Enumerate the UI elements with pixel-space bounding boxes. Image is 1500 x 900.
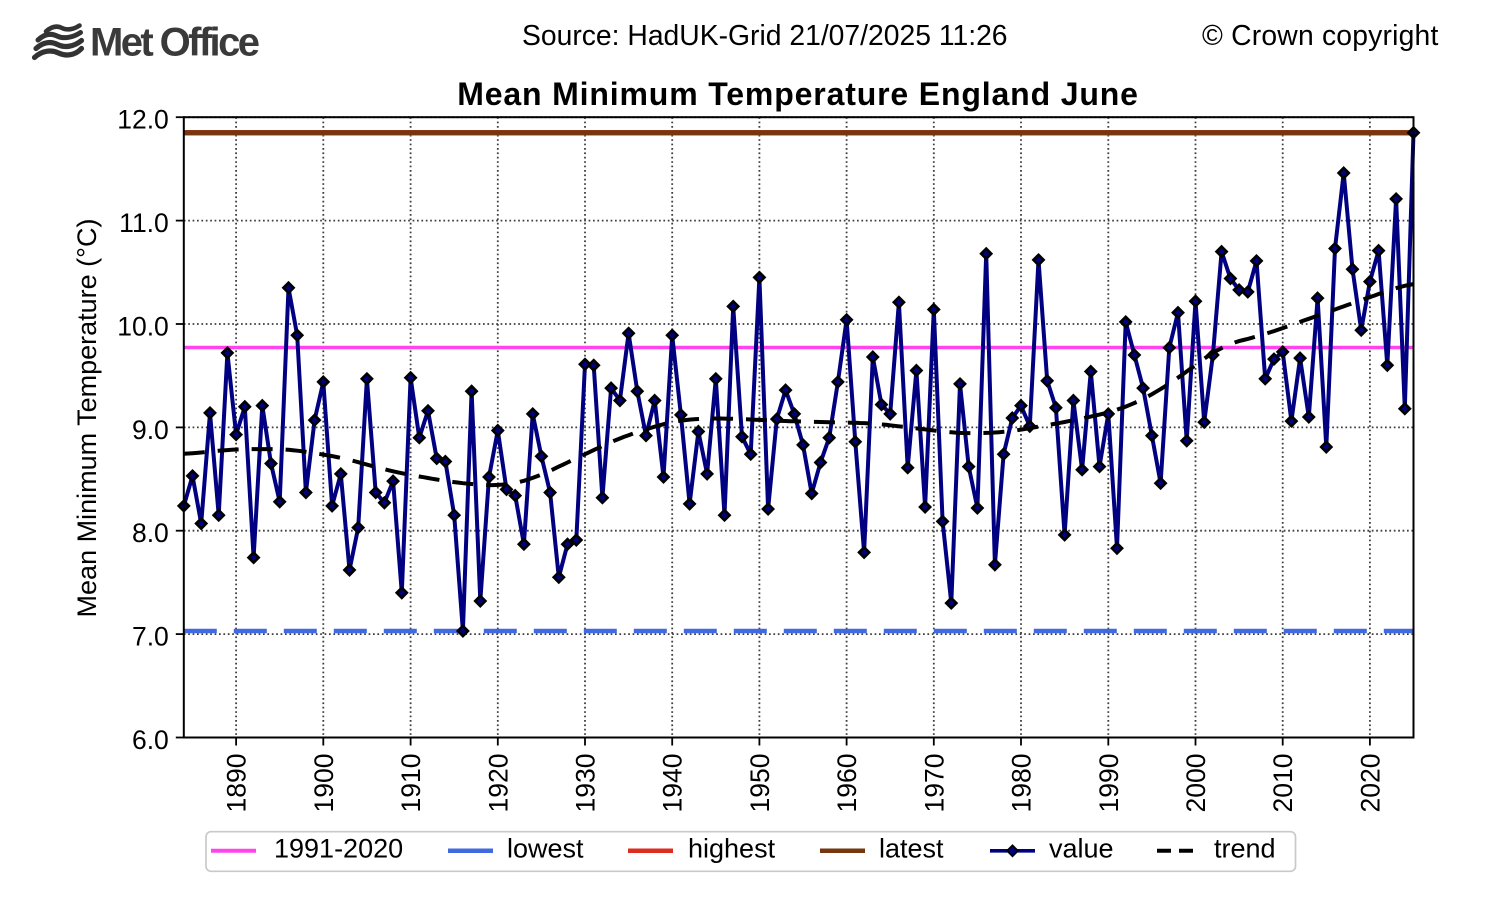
svg-text:Mean Minimum Temperature Engla: Mean Minimum Temperature England June (457, 76, 1139, 112)
svg-text:1920: 1920 (483, 754, 513, 813)
svg-text:© Crown copyright: © Crown copyright (1202, 19, 1439, 51)
svg-text:6.0: 6.0 (132, 725, 169, 755)
svg-text:11.0: 11.0 (119, 208, 169, 238)
svg-text:10.0: 10.0 (117, 311, 169, 341)
svg-text:Met Office: Met Office (90, 21, 259, 65)
svg-text:latest: latest (879, 834, 944, 864)
svg-text:lowest: lowest (507, 834, 584, 864)
svg-text:1990: 1990 (1094, 754, 1124, 813)
svg-text:1980: 1980 (1007, 754, 1037, 813)
svg-text:1991-2020: 1991-2020 (274, 834, 403, 864)
svg-text:2020: 2020 (1355, 754, 1385, 813)
svg-text:Source: HadUK-Grid 21/07/2025: Source: HadUK-Grid 21/07/2025 11:26 (522, 19, 1008, 51)
svg-text:2010: 2010 (1268, 754, 1298, 813)
svg-text:1890: 1890 (222, 754, 252, 813)
svg-text:1970: 1970 (919, 754, 949, 813)
svg-text:1960: 1960 (832, 754, 862, 813)
svg-text:1930: 1930 (571, 754, 601, 813)
svg-text:1940: 1940 (658, 754, 688, 813)
svg-text:value: value (1049, 834, 1114, 864)
svg-text:1950: 1950 (745, 754, 775, 813)
svg-text:2000: 2000 (1181, 754, 1211, 813)
svg-text:trend: trend (1214, 834, 1276, 864)
svg-text:1900: 1900 (309, 754, 339, 813)
svg-text:12.0: 12.0 (117, 105, 169, 135)
svg-text:highest: highest (688, 834, 776, 864)
svg-text:1910: 1910 (396, 754, 426, 813)
svg-text:7.0: 7.0 (132, 622, 169, 652)
svg-text:8.0: 8.0 (132, 518, 169, 548)
svg-text:Mean Minimum Temperature (°C): Mean Minimum Temperature (°C) (72, 219, 102, 618)
svg-text:9.0: 9.0 (132, 415, 169, 445)
